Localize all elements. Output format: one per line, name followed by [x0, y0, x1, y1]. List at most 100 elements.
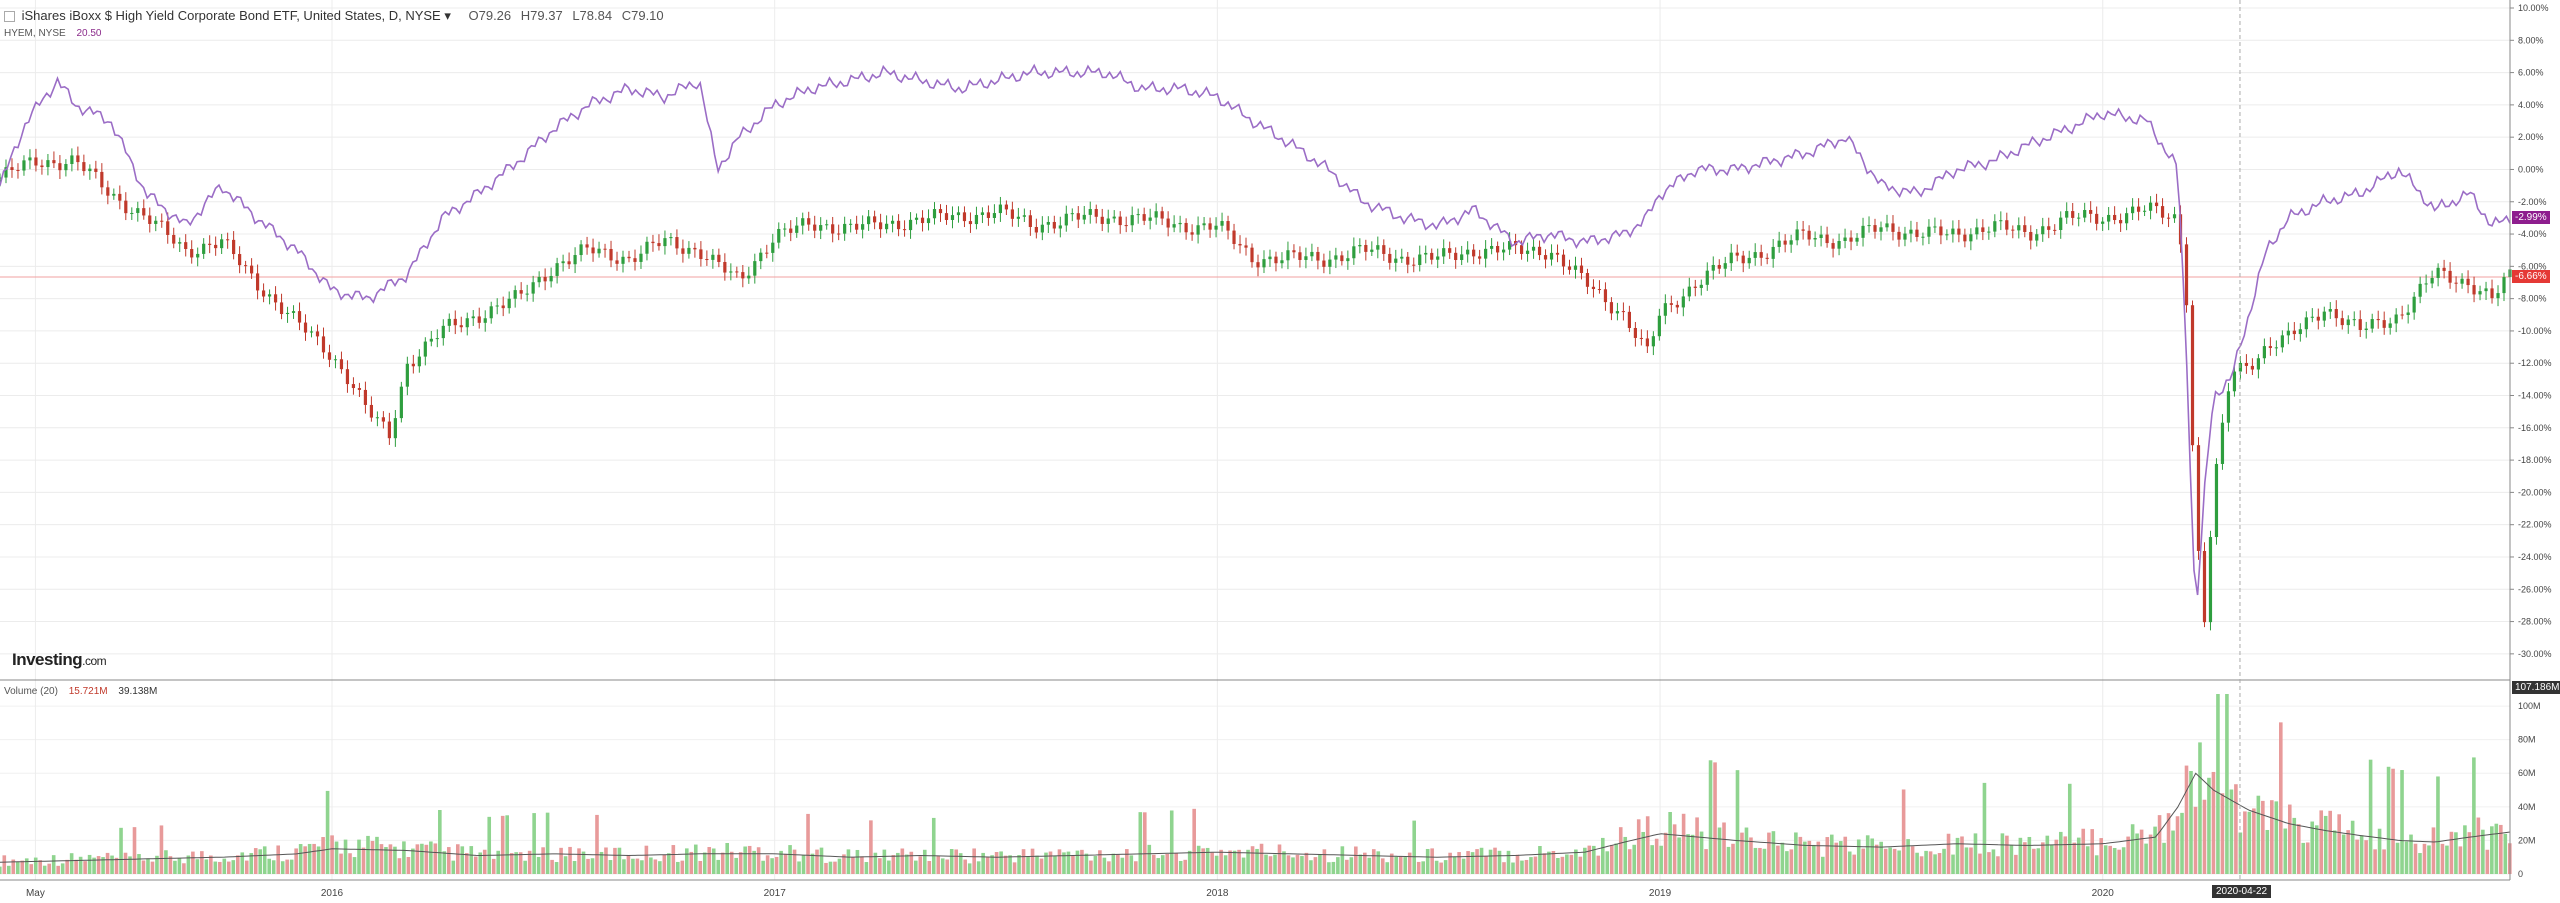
candle-body [2328, 309, 2332, 312]
compare-symbol[interactable]: HYEM, NYSE [4, 28, 66, 39]
volume-bar [649, 857, 653, 874]
candle-body [861, 224, 865, 230]
volume-bar [1228, 850, 1232, 874]
volume-bar [1978, 853, 1982, 874]
volume-bar [801, 855, 806, 874]
volume-bar [1578, 856, 1583, 874]
volume-bar [1794, 832, 1798, 874]
volume-bars[interactable] [0, 694, 2512, 874]
candle-body [1909, 229, 1913, 234]
candle-body [1352, 246, 1356, 259]
candle-body [22, 160, 26, 171]
volume-bar [2094, 855, 2099, 874]
volume-bar [922, 849, 927, 874]
candle-body [1112, 216, 1116, 219]
price-tick-label: -26.00% [2518, 584, 2552, 594]
volume-bar [258, 849, 263, 874]
volume-bar [581, 851, 586, 874]
candle-body [2472, 285, 2476, 295]
volume-bar [2467, 832, 2472, 874]
candle-body [1454, 252, 1458, 260]
volume-bar [2121, 847, 2126, 874]
volume-bar [1726, 846, 1731, 874]
volume-bar [945, 859, 950, 874]
hyg-candlestick-series[interactable] [0, 146, 2512, 631]
candle-body [417, 356, 421, 367]
candle-body [2412, 296, 2416, 313]
volume-bar [1964, 847, 1969, 874]
candle-body [1244, 245, 1248, 248]
volume-bar [586, 858, 590, 874]
volume-bar [29, 864, 34, 874]
volume-bar [1376, 851, 1381, 874]
candle-body [285, 312, 290, 315]
volume-bar [2216, 694, 2220, 874]
time-axis[interactable]: May 2016 2017 2018 2019 2020 [26, 888, 2114, 899]
candle-body [1573, 265, 1578, 270]
candle-body [2125, 213, 2129, 224]
volume-bar [2252, 808, 2256, 874]
volume-tick-label: 20M [2518, 835, 2536, 845]
candle-body [357, 388, 362, 390]
volume-bar [662, 854, 667, 874]
volume-bar [1668, 811, 1672, 874]
candle-body [2184, 244, 2189, 306]
volume-bar [2301, 842, 2306, 874]
volume-bar [2283, 828, 2288, 874]
volume-bar [442, 851, 447, 874]
hyem-line-series[interactable] [0, 63, 2511, 596]
volume-axis[interactable]: 100M 80M 60M 40M 20M 0 [2518, 701, 2541, 879]
volume-bar [1605, 851, 1610, 874]
candle-body [938, 209, 943, 214]
candle-body [1286, 250, 1290, 261]
volume-bar [622, 859, 626, 874]
volume-bar [478, 852, 483, 874]
candle-body [1543, 255, 1548, 260]
candle-body [591, 247, 595, 254]
candle-body [819, 225, 823, 231]
volume-bar [1677, 837, 1681, 874]
candle-body [1915, 229, 1919, 237]
candle-body [783, 228, 787, 230]
volume-bar [738, 852, 743, 874]
candle-body [735, 271, 739, 273]
candle-body [2142, 210, 2147, 212]
candle-body [2005, 220, 2009, 230]
time-tick-label: 2020 [2092, 888, 2115, 899]
volume-bar [2050, 844, 2054, 874]
volume-bar [1080, 849, 1084, 874]
volume-bar [2391, 768, 2395, 874]
candle-body [681, 248, 685, 254]
volume-bar [2296, 824, 2301, 874]
volume-bar [83, 861, 87, 874]
volume-bar [361, 847, 366, 874]
price-axis[interactable]: 10.00% 8.00% 6.00% 4.00% 2.00% 0.00% -2.00% -4.… [2510, 3, 2552, 659]
candle-body [1729, 252, 1733, 264]
collapse-icon[interactable] [4, 11, 15, 23]
volume-label[interactable]: Volume (20) [4, 686, 58, 697]
instrument-title[interactable]: iShares iBoxx $ High Yield Corporate Bon… [21, 8, 441, 23]
volume-bar [2243, 811, 2247, 874]
time-tick-label: 2016 [321, 888, 344, 899]
volume-bar [1196, 845, 1201, 874]
volume-bar [1358, 854, 1363, 874]
candle-body [1082, 214, 1086, 220]
volume-bar [74, 859, 78, 874]
volume-bar [2234, 784, 2238, 874]
volume-bar [2023, 842, 2027, 874]
candle-body [2172, 214, 2177, 219]
volume-bar [2431, 827, 2436, 874]
volume-bar [2157, 815, 2162, 874]
candle-body [1484, 248, 1488, 259]
volume-bar [2153, 826, 2157, 874]
candle-body [1088, 209, 1092, 215]
volume-bar [913, 860, 918, 874]
candle-body [1328, 259, 1332, 267]
volume-bar [1987, 852, 1991, 874]
volume-bar [810, 853, 815, 874]
volume-bar [1174, 853, 1179, 874]
chevron-down-icon[interactable]: ▾ [444, 8, 451, 23]
price-tick-label: 4.00% [2518, 100, 2544, 110]
volume-bar [1017, 855, 1021, 874]
